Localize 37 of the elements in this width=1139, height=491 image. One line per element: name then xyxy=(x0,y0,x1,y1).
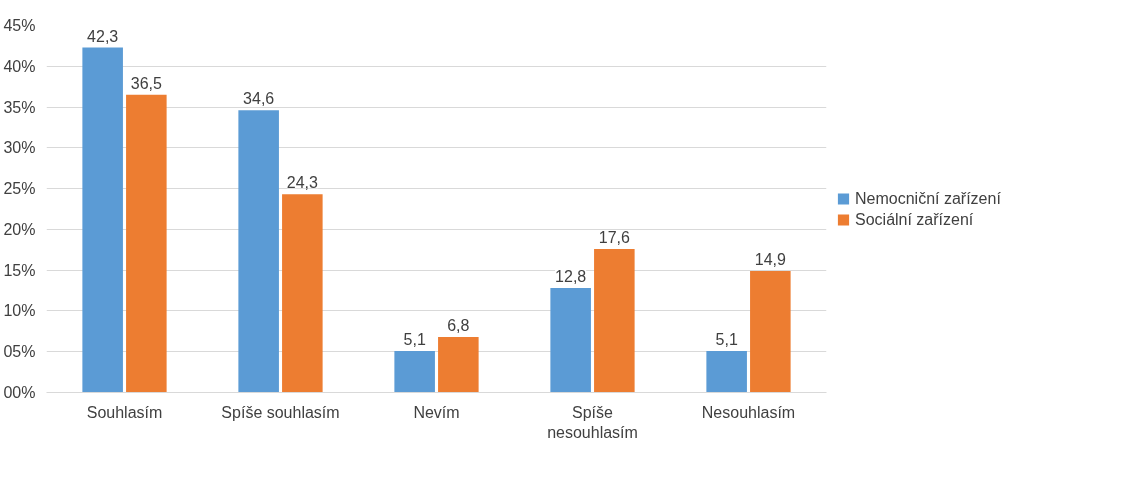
y-tick-label: 30% xyxy=(3,139,36,157)
data-label: 5,1 xyxy=(715,330,738,348)
y-tick-label: 05% xyxy=(3,343,36,361)
data-label: 5,1 xyxy=(403,330,426,348)
data-label: 17,6 xyxy=(598,228,631,246)
data-label: 24,3 xyxy=(286,174,319,192)
y-tick-label: 00% xyxy=(3,384,36,401)
bar xyxy=(394,350,435,393)
data-label: 6,8 xyxy=(447,317,470,335)
y-tick-label: 25% xyxy=(3,180,36,198)
x-tick-label: Nesouhlasím xyxy=(701,403,796,421)
x-tick-label: Nevím xyxy=(413,403,460,421)
x-tick-label: Spíše souhlasím xyxy=(221,403,340,421)
bar xyxy=(594,248,635,393)
y-tick-label: 20% xyxy=(3,220,36,238)
legend-label: Sociální zařízení xyxy=(855,210,974,228)
data-label: 12,8 xyxy=(555,268,587,286)
y-tick-label: 10% xyxy=(3,302,36,320)
bar xyxy=(550,288,591,393)
legend-label: Nemocniční zařízení xyxy=(855,189,1001,207)
bar xyxy=(126,94,167,393)
x-tick-label: Souhlasím xyxy=(86,403,163,421)
data-label: 14,9 xyxy=(754,250,787,268)
y-tick-label: 15% xyxy=(3,261,36,279)
bar xyxy=(706,350,747,393)
y-tick-label: 40% xyxy=(3,57,36,75)
bar xyxy=(238,110,279,393)
y-tick-label: 35% xyxy=(3,98,36,116)
bar xyxy=(282,194,323,393)
x-tick-label: Spíše nesouhlasím xyxy=(547,403,638,441)
bar xyxy=(438,337,479,393)
data-label: 34,6 xyxy=(243,90,275,108)
data-label: 42,3 xyxy=(87,27,119,45)
y-tick-label: 45% xyxy=(3,17,36,34)
bar xyxy=(750,270,791,393)
data-label: 36,5 xyxy=(130,74,163,92)
bar xyxy=(82,47,123,393)
